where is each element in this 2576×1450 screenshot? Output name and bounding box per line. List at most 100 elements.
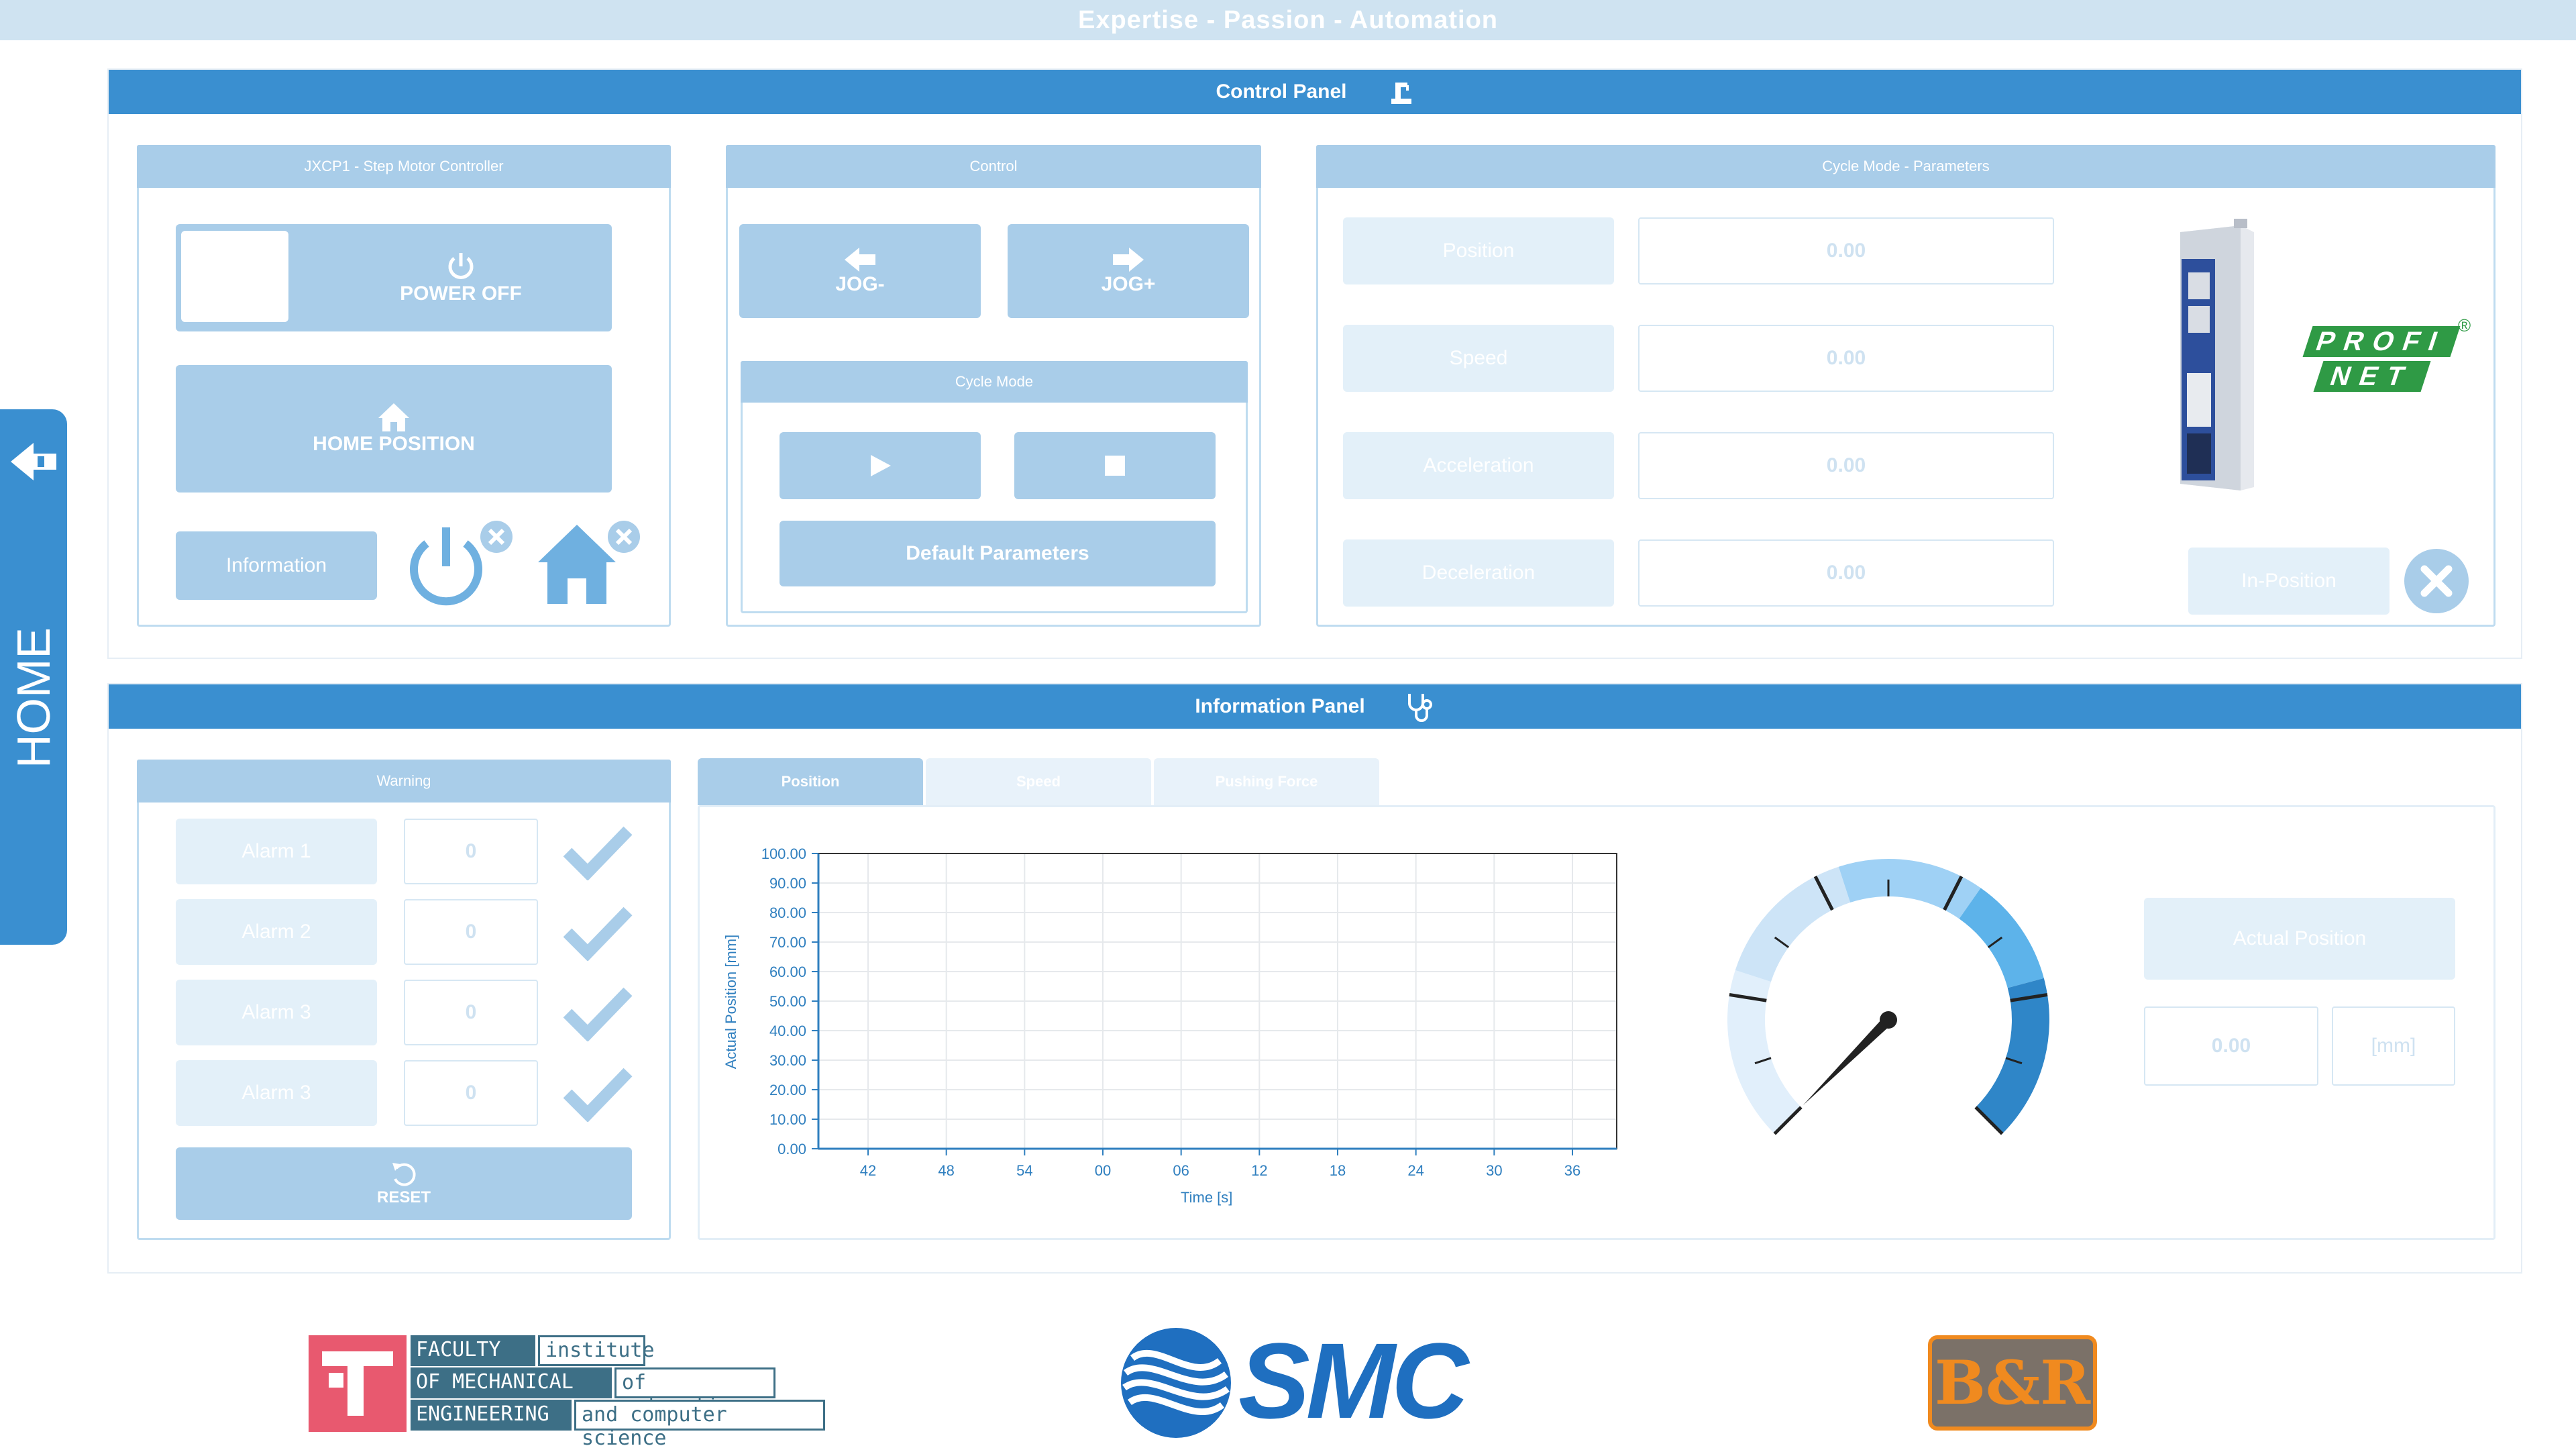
default-parameters-label: Default Parameters [906,542,1089,564]
power-toggle-knob[interactable] [181,231,288,322]
in-position-label: In-Position [2241,570,2337,592]
gauge-arcs [1727,859,2049,1134]
information-panel-title: Information Panel [1195,695,1365,717]
play-icon [871,455,891,476]
gauge-tick [1754,1057,1772,1065]
deceleration-param-label: Deceleration [1343,539,1614,607]
x-tick-label: 24 [1407,1162,1424,1179]
param-label: Deceleration [1421,562,1536,584]
gauge-ticks [1729,876,2048,1135]
alarm-value: 0 [404,980,538,1045]
smc-text: SMC [1238,1320,1469,1441]
home-position-button[interactable]: HOME POSITION [176,365,612,493]
y-tick-label: 0.00 [777,1141,806,1157]
alarm-value-text: 0 [465,840,477,862]
control-panel-header: Control Panel [109,70,2521,114]
gauge-tick [1974,1106,2004,1135]
faculty-line-3: ENGINEERING [411,1400,572,1431]
tab-position[interactable]: Position [698,758,923,805]
tab-pushing-force-label: Pushing Force [1215,773,1318,790]
y-tick-label: 90.00 [769,875,806,892]
check-icon [563,1068,633,1122]
faculty-text-block: FACULTY OF MECHANICAL ENGINEERING instit… [411,1335,825,1450]
x-axis-label: Time [s] [1181,1189,1233,1206]
cycle-parameters-title: Cycle Mode - Parameters [1822,158,1990,174]
home-label: HOME [7,627,60,768]
param-value: 0.00 [1826,347,1866,369]
faculty-line-2: OF MECHANICAL [411,1367,612,1398]
actual-position-unit-text: [mm] [2371,1035,2416,1057]
default-parameters-button[interactable]: Default Parameters [780,521,1216,586]
check-icon [563,987,633,1041]
position-chart-svg: 100.00 90.00 80.00 70.00 60.00 50.00 40.00 30.0… [761,845,1617,1179]
speed-param-label: Speed [1343,325,1614,392]
speed-param-input[interactable]: 0.00 [1638,325,2054,392]
warning-title: Warning [376,772,431,789]
top-banner: Expertise - Passion - Automation [0,0,2576,40]
cycle-mode-title: Cycle Mode [955,373,1034,390]
x-tick-label: 30 [1486,1162,1502,1179]
information-button[interactable]: Information [176,531,377,600]
position-param-label: Position [1343,217,1614,284]
power-off-button[interactable]: POWER OFF [176,224,612,331]
x-tick-label: 06 [1173,1162,1189,1179]
warning-header: Warning [137,760,671,802]
alarm-label: Alarm 2 [176,899,377,965]
y-tick-label: 20.00 [769,1082,806,1098]
acceleration-param-input[interactable]: 0.00 [1638,432,2054,499]
deceleration-param-input[interactable]: 0.00 [1638,539,2054,607]
banner-text: Expertise - Passion - Automation [1077,5,1499,34]
gauge-tick [2010,992,2048,1002]
profinet-top-text: PROFI [2312,326,2451,356]
information-panel-header: Information Panel [109,684,2521,729]
play-button[interactable] [780,432,981,499]
stop-button[interactable] [1014,432,1216,499]
gauge-tick [1773,1106,1803,1135]
y-tick-label: 10.00 [769,1111,806,1128]
smc-emblem [1121,1328,1231,1438]
home-back-icon[interactable] [8,436,59,487]
gauge-band-3 [1838,859,1981,919]
gauge-band-2 [1735,866,1851,982]
param-label: Acceleration [1423,454,1534,476]
profinet-bottom-text: NET [2326,361,2418,391]
param-label: Speed [1449,347,1508,369]
institute-line-1: institute [538,1335,655,1366]
check-icon [563,826,633,880]
home-side-tab[interactable] [0,409,67,945]
gauge-tick [1774,936,1790,949]
jog-plus-button[interactable]: JOG+ [1008,224,1249,318]
controller-header: JXCP1 - Step Motor Controller [137,145,671,188]
reset-button[interactable]: RESET [176,1147,632,1220]
controller-title: JXCP1 - Step Motor Controller [304,158,504,174]
acceleration-param-label: Acceleration [1343,432,1614,499]
close-icon[interactable] [2403,548,2470,615]
gauge-tick [2005,1057,2023,1065]
y-tick-label: 80.00 [769,904,806,921]
power-status-icon [410,521,513,606]
jog-plus-label: JOG+ [1101,273,1156,295]
stop-icon [1105,456,1125,476]
alarm-value: 0 [404,1060,538,1126]
actual-position-label-text: Actual Position [2233,927,2367,949]
x-tick-label: 12 [1251,1162,1267,1179]
x-tick-label: 36 [1564,1162,1580,1179]
alarm-label: Alarm 3 [176,980,377,1045]
home-position-label: HOME POSITION [313,433,475,455]
faculty-t-mark [309,1335,407,1432]
faculty-logo: FACULTY OF MECHANICAL ENGINEERING instit… [309,1335,825,1450]
tab-pushing-force[interactable]: Pushing Force [1154,758,1379,805]
alarm-label-text: Alarm 3 [241,1001,311,1023]
reset-label: RESET [376,1188,431,1206]
tab-speed[interactable]: Speed [926,758,1151,805]
actual-position-value-text: 0.00 [2211,1035,2251,1057]
actual-position-unit: [mm] [2332,1006,2455,1086]
y-tick-label: 50.00 [769,993,806,1010]
br-logo: B&R [1928,1335,2097,1431]
robot-arm-icon [1391,83,1411,104]
reset-icon [392,1163,416,1186]
jog-minus-button[interactable]: JOG- [739,224,981,318]
gauge-band-1 [1727,970,1801,1134]
position-param-input[interactable]: 0.00 [1638,217,2054,284]
control-header: Control [726,145,1261,188]
